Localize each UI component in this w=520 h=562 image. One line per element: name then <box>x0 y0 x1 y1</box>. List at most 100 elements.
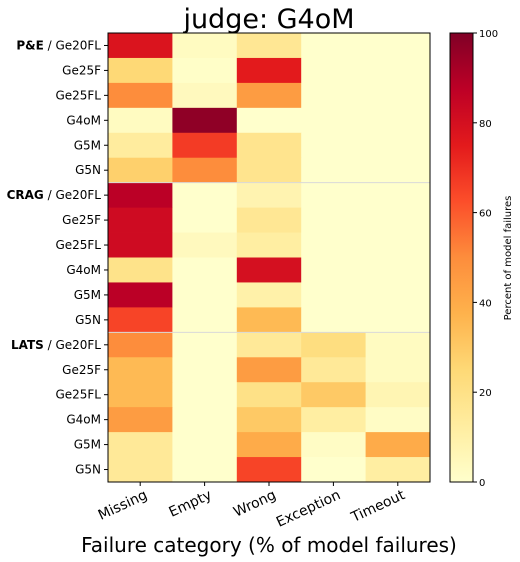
heatmap-cell <box>172 157 238 184</box>
colorbar-tick-label: 20 <box>479 388 492 399</box>
heatmap-cell <box>172 307 238 333</box>
colorbar-tick-label: 0 <box>479 478 485 489</box>
heatmap-cell <box>172 232 238 258</box>
heatmap-cell <box>365 407 431 433</box>
heatmap-cell <box>172 357 238 383</box>
heatmap-cell <box>108 382 173 408</box>
heatmap-cell <box>301 407 366 433</box>
x-tick-label: Timeout <box>348 487 408 526</box>
colorbar <box>449 32 474 483</box>
heatmap-cell <box>172 182 238 209</box>
colorbar-ticks: 0 20 40 60 80 100 <box>473 29 498 489</box>
y-axis-ticks: P&E / Ge20FL Ge25F Ge25FL G4oM G5M G5N CRAG / … <box>7 38 108 477</box>
heatmap-cell <box>365 257 431 283</box>
row-label: / Ge20FL <box>44 338 102 352</box>
heatmap-cell <box>365 207 431 233</box>
heatmap-cell <box>365 157 431 184</box>
x-tick-label: Empty <box>167 487 215 521</box>
heatmap-cell <box>172 257 238 283</box>
heatmap-cell <box>301 257 366 283</box>
heatmap-cell <box>301 157 366 184</box>
heatmap-cell <box>236 132 302 159</box>
heatmap-cell <box>172 407 238 433</box>
heatmap-cell <box>236 107 302 134</box>
x-tick-label: Wrong <box>231 487 279 521</box>
heatmap-cell <box>172 207 238 233</box>
heatmap-cell <box>172 457 238 483</box>
heatmap-cell <box>108 257 173 283</box>
group-label: CRAG <box>7 188 44 202</box>
heatmap-cell <box>301 432 366 458</box>
heatmap-cell <box>365 232 431 258</box>
y-tick-label: G5M <box>74 438 101 452</box>
group-label: P&E <box>16 38 43 52</box>
heatmap-cell <box>236 382 302 408</box>
heatmap-cell <box>108 232 173 258</box>
x-tick-label: Missing <box>96 487 150 524</box>
heatmap-cell <box>108 457 173 483</box>
heatmap-cell <box>172 282 238 308</box>
heatmap-cell <box>236 232 302 258</box>
y-tick-label: G5N <box>75 163 101 177</box>
group-separators <box>108 182 430 333</box>
row-label: / Ge20FL <box>44 188 102 202</box>
heatmap-cell <box>365 432 431 458</box>
heatmap-cell <box>365 33 431 59</box>
y-tick-label: Ge25FL <box>55 388 101 402</box>
heatmap-cell <box>236 282 302 308</box>
heatmap-cell <box>236 33 302 59</box>
heatmap-cell <box>236 182 302 209</box>
heatmap-cell <box>301 82 366 109</box>
y-tick-label: Ge25F <box>62 363 101 377</box>
heatmap-cell <box>301 457 366 483</box>
heatmap-cell <box>365 282 431 308</box>
colorbar-tick-label: 40 <box>479 298 492 309</box>
x-axis-label: Failure category (% of model failures) <box>81 533 457 557</box>
colorbar-label: Percent of model failures <box>503 196 514 321</box>
y-tick-label: Ge25FL <box>55 88 101 102</box>
heatmap-cells <box>108 33 431 483</box>
heatmap-cell <box>108 307 173 333</box>
heatmap-cell <box>172 107 238 134</box>
heatmap-cell <box>172 332 238 358</box>
heatmap-cell <box>301 382 366 408</box>
heatmap-cell <box>301 33 366 59</box>
heatmap-cell <box>236 332 302 358</box>
heatmap-cell <box>301 207 366 233</box>
heatmap-cell <box>365 357 431 383</box>
colorbar-tick-label: 60 <box>479 209 492 220</box>
heatmap-cell <box>236 407 302 433</box>
heatmap-cell <box>108 432 173 458</box>
y-tick-label: P&E / Ge20FL <box>16 38 101 52</box>
heatmap-cell <box>365 307 431 333</box>
heatmap-cell <box>108 407 173 433</box>
heatmap-cell <box>172 432 238 458</box>
x-tick-label: Exception <box>274 487 343 531</box>
heatmap-cell <box>365 182 431 209</box>
heatmap-cell <box>172 382 238 408</box>
heatmap-cell <box>301 307 366 333</box>
heatmap-cell <box>236 357 302 383</box>
heatmap-cell <box>108 182 173 209</box>
heatmap-cell <box>172 82 238 109</box>
y-tick-label: Ge25F <box>62 63 101 77</box>
chart-title: judge: G4oM <box>182 4 354 35</box>
heatmap-cell <box>108 282 173 308</box>
heatmap-cell <box>236 82 302 109</box>
y-tick-label: G4oM <box>66 413 101 427</box>
y-tick-label: CRAG / Ge20FL <box>7 188 102 202</box>
row-label: / Ge20FL <box>44 38 102 52</box>
y-tick-label: G5N <box>75 463 101 477</box>
heatmap-cell <box>108 107 173 134</box>
heatmap-cell <box>236 257 302 283</box>
heatmap-cell <box>365 132 431 159</box>
heatmap-cell <box>301 132 366 159</box>
heatmap-cell <box>236 457 302 483</box>
y-tick-label: G5M <box>74 138 101 152</box>
heatmap-cell <box>365 107 431 134</box>
heatmap-cell <box>172 33 238 59</box>
y-tick-label: G4oM <box>66 113 101 127</box>
heatmap-cell <box>365 457 431 483</box>
heatmap-cell <box>172 132 238 159</box>
